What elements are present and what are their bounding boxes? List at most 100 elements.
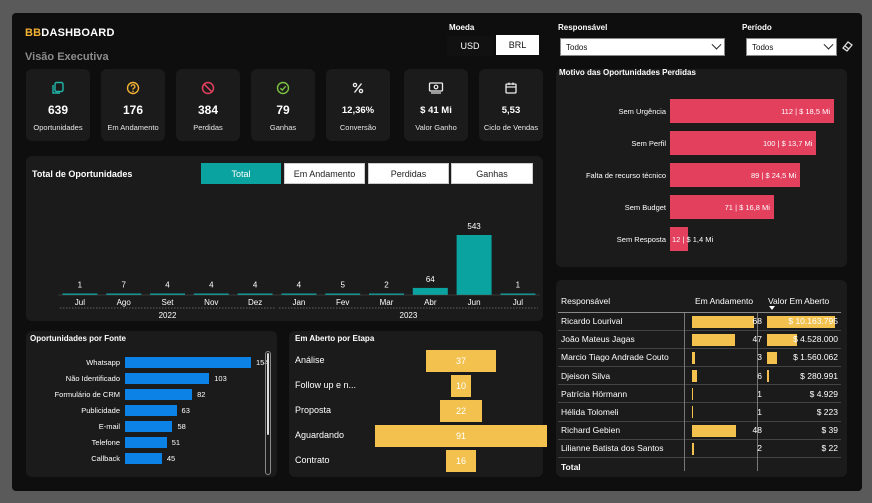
- table-row[interactable]: Patrícia Hörmann 1 $ 4.929: [558, 384, 841, 404]
- table-row[interactable]: Marcio Tiago Andrade Couto 3 $ 1.560.062: [558, 348, 841, 368]
- chart-data-label: 64: [426, 275, 435, 284]
- fonte-bar[interactable]: [125, 453, 162, 464]
- motivo-bar[interactable]: 89 | $ 24,5 Mi: [670, 163, 801, 187]
- chart-data-label: 7: [121, 281, 126, 290]
- responsavel-name-cell: Lilianne Batista dos Santos: [558, 439, 690, 459]
- chart-bar[interactable]: [193, 293, 229, 296]
- etapa-bar[interactable]: 10: [451, 375, 471, 397]
- chart-bar[interactable]: [456, 235, 492, 295]
- motivo-bar[interactable]: 71 | $ 16,8 Mi: [670, 195, 774, 219]
- tab-total[interactable]: Total: [201, 163, 281, 184]
- table-row[interactable]: Lilianne Batista dos Santos 2 $ 22: [558, 439, 841, 459]
- table-row[interactable]: Ricardo Lourival 68 $ 10.163.795: [558, 312, 841, 331]
- table-row[interactable]: Richard Gebien 48 $ 39: [558, 421, 841, 440]
- percent-icon: [352, 82, 364, 94]
- total-cell: [765, 458, 841, 476]
- fonte-bar[interactable]: [125, 389, 193, 400]
- kpi-label: Conversão: [339, 123, 377, 132]
- em-andamento-bar: [691, 370, 698, 383]
- em-andamento-value: 1: [757, 407, 762, 418]
- motivo-value-label: 12 | $ 1,4 Mi: [672, 234, 714, 244]
- chart-bar[interactable]: [500, 293, 536, 296]
- column-header-responsavel[interactable]: Responsável: [558, 290, 690, 313]
- chart-bar[interactable]: [150, 293, 185, 296]
- motivo-bar[interactable]: 12 | $ 1,4 Mi: [670, 227, 713, 251]
- fonte-category-label: Callback: [91, 454, 120, 463]
- etapa-bar[interactable]: 16: [445, 450, 477, 472]
- em-andamento-cell: 3: [689, 348, 765, 368]
- table-row[interactable]: Hélida Tolomeli 1 $ 223: [558, 402, 841, 422]
- valor-em-aberto-value: $ 10.163.795: [788, 316, 838, 327]
- etapa-bar[interactable]: 37: [426, 350, 496, 372]
- fonte-category-label: Publicidade: [81, 406, 120, 415]
- kpi-value: 176: [122, 103, 144, 117]
- em-andamento-bar: [691, 333, 735, 346]
- chart-data-label: 543: [467, 222, 481, 231]
- fonte-value-label: 58: [177, 422, 186, 431]
- eraser-icon[interactable]: [840, 39, 854, 53]
- responsavel-dropdown[interactable]: Todos: [560, 38, 725, 56]
- em-andamento-value: 47: [752, 334, 762, 345]
- kpi-label: Valor Ganho: [415, 123, 457, 132]
- column-header-label: Valor Em Aberto: [767, 295, 830, 306]
- fonte-bar[interactable]: [125, 437, 167, 448]
- kpi-value: 5,53: [501, 105, 521, 116]
- column-header-em-andamento[interactable]: Em Andamento: [689, 290, 765, 313]
- year-label: 2023: [400, 311, 418, 318]
- fonte-value-label: 103: [214, 374, 227, 383]
- etapa-category-label: Análise: [295, 355, 325, 365]
- fonte-bar[interactable]: [125, 405, 177, 416]
- periodo-dropdown[interactable]: Todos: [746, 38, 837, 56]
- kpi-label: Ganhas: [269, 123, 297, 132]
- chart-bar[interactable]: [106, 293, 142, 296]
- column-header-valor-em-aberto[interactable]: Valor Em Aberto: [764, 290, 841, 313]
- em-andamento-value: 48: [752, 425, 762, 436]
- kpi-value: 639: [47, 103, 69, 117]
- etapa-bar[interactable]: 22: [440, 400, 482, 422]
- tab-ganhas[interactable]: Ganhas: [451, 163, 533, 184]
- valor-em-aberto-value: $ 39: [821, 425, 838, 436]
- fonte-scrollbar[interactable]: [265, 351, 271, 475]
- em-andamento-bar: [691, 442, 694, 455]
- table-row[interactable]: João Mateus Jagas 47 $ 4.528.000: [558, 330, 841, 349]
- moeda-brl-button[interactable]: BRL: [496, 35, 539, 55]
- responsavel-name-cell: Patrícia Hörmann: [558, 384, 690, 404]
- etapa-card: [289, 331, 543, 477]
- moeda-label: Moeda: [449, 23, 475, 32]
- sort-down-icon: [768, 306, 775, 310]
- em-andamento-cell: 68: [689, 312, 765, 331]
- chart-bar[interactable]: [369, 293, 404, 296]
- total-cell: [690, 458, 765, 476]
- motivo-bar[interactable]: 100 | $ 13,7 Mi: [670, 131, 817, 155]
- fonte-scroll-thumb[interactable]: [267, 353, 269, 435]
- moeda-usd-button[interactable]: USD: [447, 36, 493, 56]
- em-andamento-cell: 1: [689, 402, 765, 422]
- fonte-bar[interactable]: [125, 421, 173, 432]
- responsavel-name-cell: Richard Gebien: [558, 421, 690, 440]
- etapa-bar[interactable]: 91: [375, 425, 547, 447]
- tab-perdidas[interactable]: Perdidas: [368, 163, 449, 184]
- valor-em-aberto-value: $ 1.560.062: [793, 352, 838, 363]
- kpi-value: 12,36%: [341, 105, 375, 116]
- tab-em-andamento[interactable]: Em Andamento: [284, 163, 365, 184]
- motivo-bar[interactable]: 112 | $ 18,5 Mi: [670, 99, 834, 123]
- chart-bar[interactable]: [325, 293, 361, 296]
- chart-bar[interactable]: [281, 293, 317, 296]
- check-circle-icon: [276, 81, 290, 95]
- valor-em-aberto-cell: $ 39: [764, 421, 841, 440]
- motivo-category-label: Falta de recurso técnico: [585, 171, 666, 180]
- fonte-bar[interactable]: [125, 373, 210, 384]
- valor-em-aberto-value: $ 280.991: [800, 370, 838, 381]
- chart-bar[interactable]: [62, 293, 98, 296]
- fonte-bar[interactable]: [125, 357, 251, 368]
- em-andamento-cell: 47: [689, 330, 765, 349]
- chart-data-label: 4: [165, 281, 170, 290]
- em-andamento-value: 1: [757, 388, 762, 399]
- chart-bar[interactable]: [412, 287, 448, 295]
- table-row[interactable]: Djeison Silva 6 $ 280.991: [558, 366, 841, 386]
- kpi-card-ganhas: 79 Ganhas: [251, 69, 315, 141]
- motivo-value-label: 112 | $ 18,5 Mi: [781, 106, 830, 116]
- chart-bar[interactable]: [237, 293, 273, 296]
- chart-data-label: 4: [297, 281, 302, 290]
- motivo-value-label: 71 | $ 16,8 Mi: [724, 202, 770, 212]
